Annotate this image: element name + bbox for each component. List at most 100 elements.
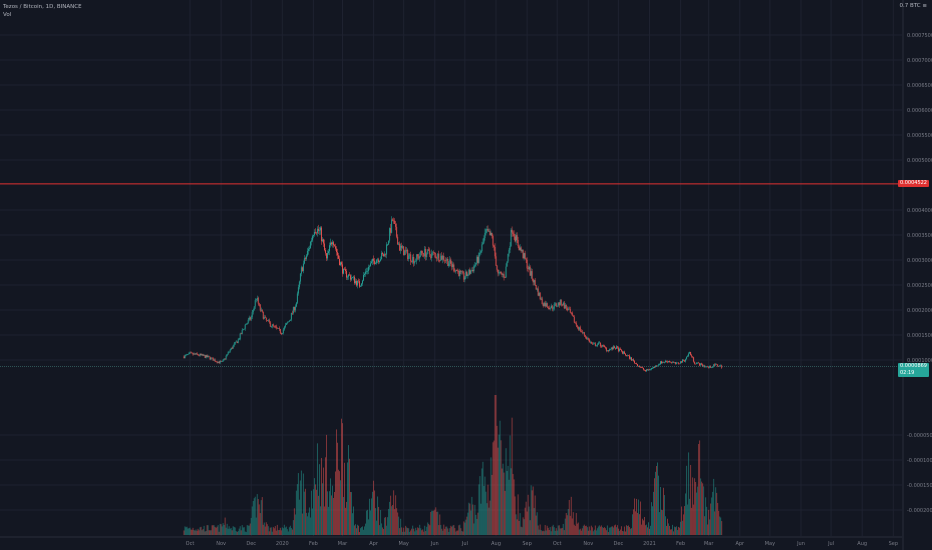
volume-bar [685, 493, 687, 535]
candle-body [507, 253, 509, 262]
candle-body [680, 361, 682, 364]
candle-body [552, 308, 554, 310]
candle-body [240, 333, 242, 335]
volume-bar [438, 525, 440, 535]
candle-body [331, 242, 332, 245]
volume-bar [201, 530, 203, 535]
volume-bar [322, 467, 324, 535]
volume-bar [694, 478, 696, 535]
volume-bar [360, 528, 362, 535]
candle-body [551, 305, 553, 309]
volume-indicator-label[interactable]: Vol [3, 12, 12, 18]
candle-body [650, 369, 651, 370]
candle-body [294, 306, 296, 311]
candle-body [556, 305, 558, 307]
candle-body [390, 228, 392, 233]
volume-bar [393, 490, 395, 535]
candle-body [603, 345, 605, 347]
candle-body [325, 253, 327, 259]
volume-bar [275, 530, 277, 535]
candle-body [284, 324, 286, 327]
candle-body [521, 250, 523, 252]
candle-body [183, 356, 185, 359]
candle-body [263, 316, 265, 319]
candle-body [333, 242, 334, 246]
volume-bar [263, 522, 265, 535]
candle-body [601, 345, 603, 347]
candle-body [282, 329, 284, 334]
candle-body [512, 232, 514, 234]
candle-body [248, 317, 250, 320]
volume-bar [467, 512, 469, 535]
volume-bar [399, 528, 401, 535]
volume-bar [342, 423, 343, 535]
volume-bar [317, 495, 319, 535]
candle-body [671, 362, 673, 363]
candle-body [288, 320, 290, 322]
candle-body [438, 253, 440, 261]
volume-bar [304, 488, 306, 535]
candle-body [450, 259, 452, 264]
volume-bar [637, 512, 638, 535]
candle-body [378, 259, 380, 263]
volume-bar [252, 501, 254, 535]
candle-body [489, 231, 491, 236]
volume-bar [246, 525, 248, 535]
candle-body [658, 364, 659, 366]
price-tick-label: 0.0003000 [907, 258, 932, 264]
candle-body [478, 253, 480, 263]
volume-bar [255, 517, 257, 535]
volume-bar [212, 525, 214, 535]
candle-body [314, 231, 316, 233]
time-axis: Oct Nov Dec 2020 Feb Mar Apr May Jun Jul Aug Sep Oct… [186, 541, 898, 547]
symbol-title[interactable]: Tezos / Bitcoin, 1D, BINANCE [3, 4, 82, 10]
volume-bar [550, 531, 552, 535]
volume-bar [380, 510, 382, 535]
candle-body [186, 354, 188, 355]
candle-body [235, 341, 237, 343]
volume-bar [577, 522, 579, 535]
volume-bar [209, 530, 211, 535]
candle-body [441, 255, 443, 260]
candle-body [486, 229, 488, 230]
currency-label[interactable]: 0.7 BTC ≡ [899, 3, 927, 9]
volume-bar [605, 530, 607, 535]
candle-body [686, 356, 688, 360]
candle-body [547, 307, 549, 308]
candle-body [212, 357, 214, 361]
volume-bar [661, 509, 662, 535]
volume-bar [481, 468, 483, 535]
volume-bar [245, 532, 247, 535]
candle-body [443, 255, 445, 260]
volume-bar [356, 528, 357, 535]
candle-body [247, 319, 249, 323]
volume-bar [493, 440, 495, 535]
volume-bar [359, 532, 361, 535]
volume-bar [625, 525, 627, 535]
candle-body [535, 285, 537, 290]
candle-body [464, 277, 466, 280]
volume-bar [219, 523, 221, 535]
time-tick-label: Apr [735, 541, 745, 547]
volume-bar [311, 508, 313, 535]
candle-body [405, 250, 407, 252]
candle-body [456, 269, 458, 271]
volume-bar [650, 525, 651, 535]
volume-bar [708, 509, 710, 535]
candle-body [374, 260, 376, 265]
volume-bar [682, 520, 684, 535]
volume-bar [607, 532, 609, 535]
candle-body [717, 364, 719, 367]
candle-body [223, 358, 225, 360]
volume-bar [259, 513, 261, 535]
volume-bar [653, 491, 654, 535]
volume-bar [445, 526, 447, 535]
candle-body [346, 271, 347, 278]
price-tick-label: -0.0002000 [907, 508, 932, 514]
candle-body [516, 235, 518, 240]
candle-body [675, 362, 677, 364]
candle-body [617, 347, 619, 352]
volume-bar [691, 507, 693, 535]
volume-bar [307, 512, 309, 535]
